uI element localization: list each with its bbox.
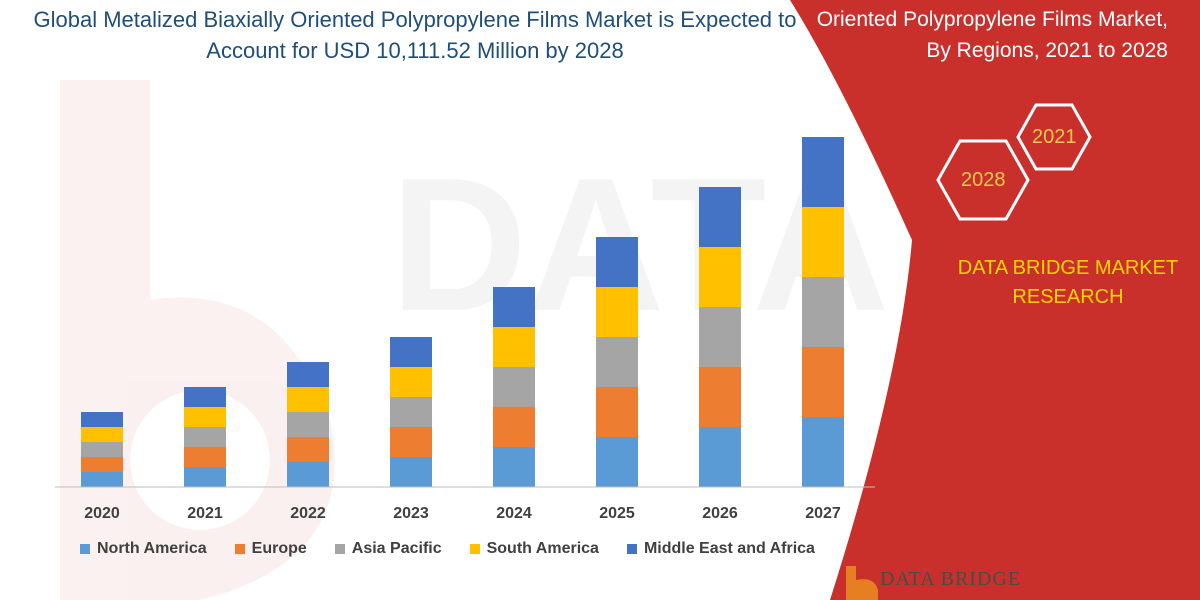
bar-2026-middle-east-and-africa	[699, 187, 741, 247]
x-tick-label: 2023	[393, 505, 429, 522]
bar-2026-europe	[699, 367, 741, 427]
bar-2025-asia-pacific	[596, 337, 638, 387]
bar-2024-europe	[493, 407, 535, 447]
bar-2027-europe	[802, 347, 844, 417]
bar-2023-north-america	[390, 457, 432, 487]
legend-swatch	[469, 544, 480, 554]
legend-label: Middle East and Africa	[643, 540, 815, 557]
legend-swatch	[626, 544, 637, 554]
bar-2025-south-america	[596, 287, 638, 337]
bar-2025-north-america	[596, 437, 638, 487]
x-tick-label: 2027	[805, 505, 841, 522]
bar-2023-europe	[390, 427, 432, 457]
legend-item: North America	[80, 540, 207, 558]
bar-2021-asia-pacific	[184, 427, 226, 447]
legend-item: Middle East and Africa	[626, 540, 815, 558]
bar-2022-europe	[287, 437, 329, 462]
footer-logo-icon	[846, 566, 878, 600]
bar-2025-middle-east-and-africa	[596, 237, 638, 287]
bar-2021-europe	[184, 447, 226, 467]
x-tick-group: 2020 2021 2022 2023 2024 2025 2026 2027	[84, 505, 841, 522]
bar-2027-north-america	[802, 417, 844, 487]
legend-label: North America	[97, 540, 207, 557]
x-tick-label: 2024	[496, 505, 532, 522]
chart-title: Global Metalized Biaxially Oriented Poly…	[33, 7, 797, 63]
bar-2027-asia-pacific	[802, 277, 844, 347]
footer-logo-text: DATA BRIDGE	[880, 568, 1022, 590]
legend-item: Asia Pacific	[334, 540, 442, 558]
legend: North America Europe Asia Pacific South Ame…	[80, 540, 815, 558]
x-tick-label: 2021	[187, 505, 223, 522]
bar-2020-south-america	[81, 427, 123, 442]
bar-2022-middle-east-and-africa	[287, 362, 329, 387]
bar-2021-south-america	[184, 407, 226, 427]
side-panel-title: Oriented Polypropylene Films Market, By …	[816, 8, 1168, 62]
hexagon-2028-icon	[936, 139, 1030, 221]
bar-2026-north-america	[699, 427, 741, 487]
bar-2023-south-america	[390, 367, 432, 397]
bar-2024-asia-pacific	[493, 367, 535, 407]
legend-swatch	[234, 544, 245, 554]
bar-2027-south-america	[802, 207, 844, 277]
bar-2021-middle-east-and-africa	[184, 387, 226, 407]
legend-item: South America	[469, 540, 599, 558]
bar-2022-asia-pacific	[287, 412, 329, 437]
bar-2021-north-america	[184, 467, 226, 487]
bar-2024-south-america	[493, 327, 535, 367]
brand-name: DATA BRIDGE MARKET RESEARCH	[957, 257, 1179, 308]
bar-group	[81, 137, 844, 487]
bar-2026-south-america	[699, 247, 741, 307]
bar-2020-middle-east-and-africa	[81, 412, 123, 427]
bar-2020-asia-pacific	[81, 442, 123, 457]
bar-2026-asia-pacific	[699, 307, 741, 367]
watermark-logo	[60, 80, 335, 600]
legend-swatch	[80, 544, 90, 554]
x-tick-label: 2022	[290, 505, 326, 522]
x-tick-label: 2020	[84, 505, 120, 522]
legend-label: Asia Pacific	[351, 540, 442, 557]
bar-2024-north-america	[493, 447, 535, 487]
bar-2022-south-america	[287, 387, 329, 412]
bar-2025-europe	[596, 387, 638, 437]
bar-2023-middle-east-and-africa	[390, 337, 432, 367]
bar-2024-middle-east-and-africa	[493, 287, 535, 327]
legend-swatch	[334, 544, 345, 554]
bar-2020-north-america	[81, 472, 123, 487]
bar-2023-asia-pacific	[390, 397, 432, 427]
hex-label-2028: 2028	[961, 169, 1006, 191]
side-panel-background	[790, 0, 1200, 600]
bar-2020-europe	[81, 457, 123, 472]
x-tick-label: 2025	[599, 505, 635, 522]
hexagon-2021-icon	[1016, 103, 1092, 171]
bar-2027-middle-east-and-africa	[802, 137, 844, 207]
bar-2022-north-america	[287, 462, 329, 487]
legend-label: South America	[486, 540, 599, 557]
hex-label-2021: 2021	[1032, 126, 1077, 148]
legend-item: Europe	[234, 540, 307, 558]
legend-label: Europe	[251, 540, 307, 557]
x-tick-label: 2026	[702, 505, 738, 522]
